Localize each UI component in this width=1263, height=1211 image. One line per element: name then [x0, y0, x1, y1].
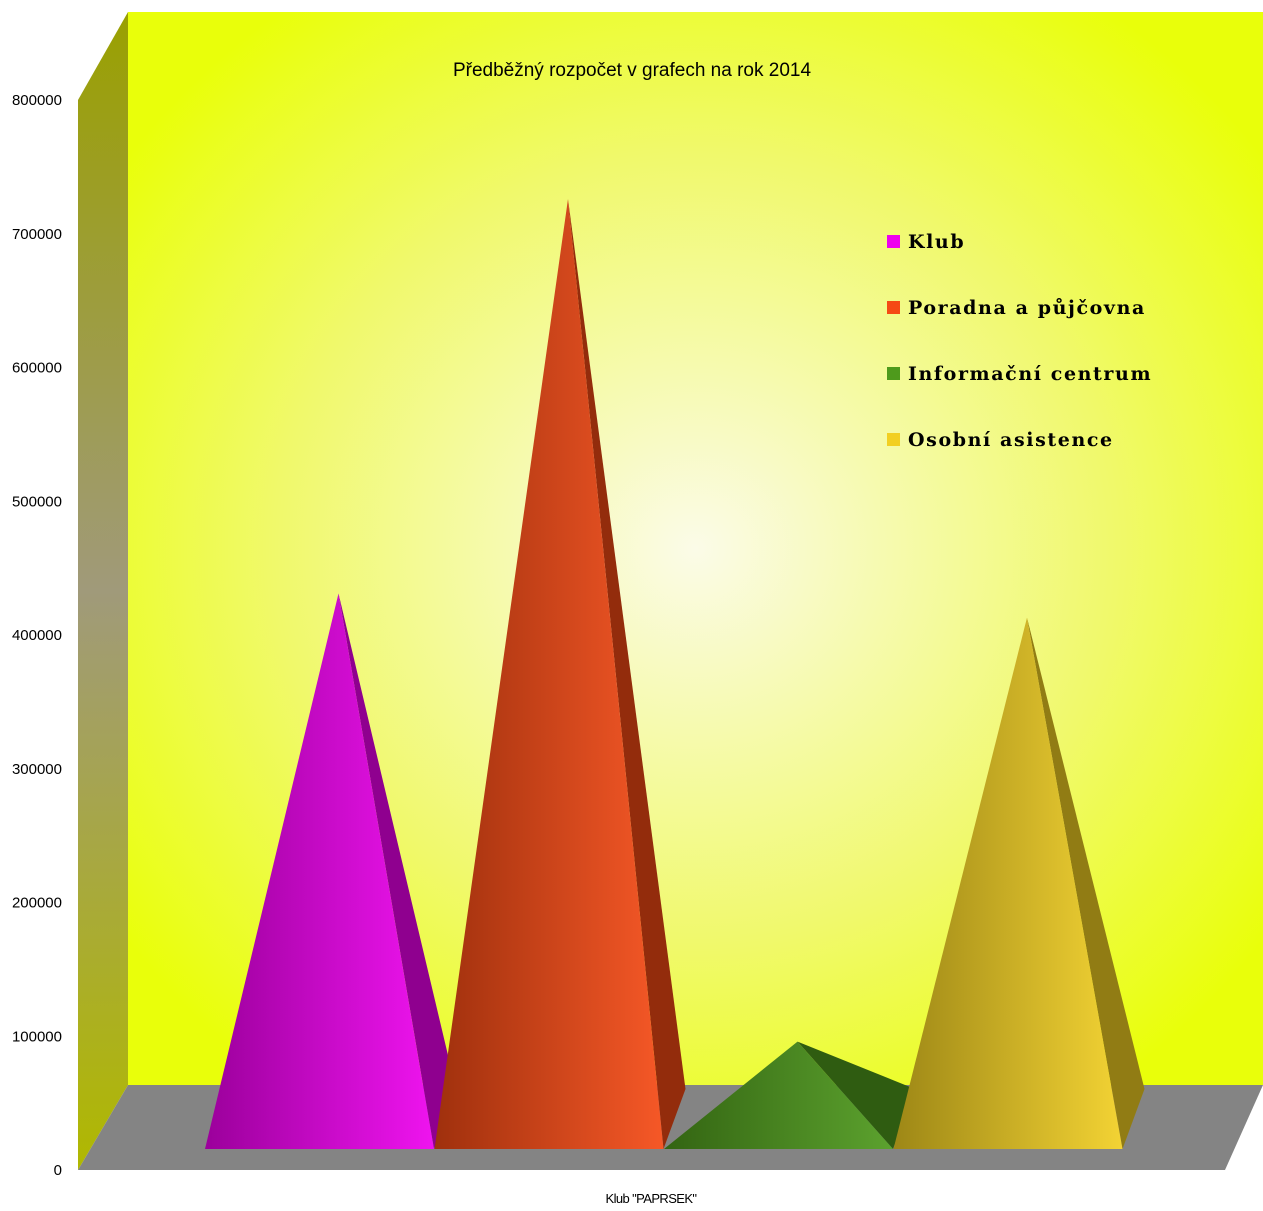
legend-swatch	[887, 367, 900, 380]
legend-label: Poradna a půjčovna	[908, 297, 1146, 319]
y-axis-ticks: 0 100000 200000 300000 400000 500000 600000 700…	[12, 92, 62, 1179]
y-tick-label: 700000	[12, 226, 62, 243]
y-tick-label: 0	[54, 1162, 62, 1179]
bar	[893, 617, 1123, 1149]
legend-swatch	[887, 301, 900, 314]
bar-side-face	[338, 593, 456, 1149]
bar	[434, 198, 664, 1149]
y-tick-label: 600000	[12, 360, 62, 377]
legend-swatch	[887, 433, 900, 446]
side-wall	[78, 12, 128, 1170]
bar-side-face	[568, 198, 686, 1149]
legend-swatch	[887, 235, 900, 248]
bar	[205, 593, 434, 1149]
x-axis-label: Klub "PAPRSEK"	[606, 1191, 698, 1206]
legend-label: Klub	[908, 231, 965, 253]
bar-side-face	[797, 1041, 915, 1149]
y-tick-label: 300000	[12, 761, 62, 778]
y-tick-label: 200000	[12, 895, 62, 912]
y-tick-label: 100000	[12, 1028, 62, 1045]
bar	[664, 1041, 893, 1149]
legend: Klub Poradna a půjčovna Informační centrum…	[887, 231, 1152, 451]
y-tick-label: 800000	[12, 92, 62, 109]
chart-title: Předběžný rozpočet v grafech na rok 2014	[453, 60, 811, 81]
y-tick-label: 500000	[12, 493, 62, 510]
legend-label: Osobní asistence	[908, 429, 1114, 451]
data-bars	[205, 198, 1145, 1149]
y-tick-label: 400000	[12, 627, 62, 644]
bar-side-face	[1027, 617, 1145, 1149]
legend-label: Informační centrum	[908, 363, 1152, 385]
